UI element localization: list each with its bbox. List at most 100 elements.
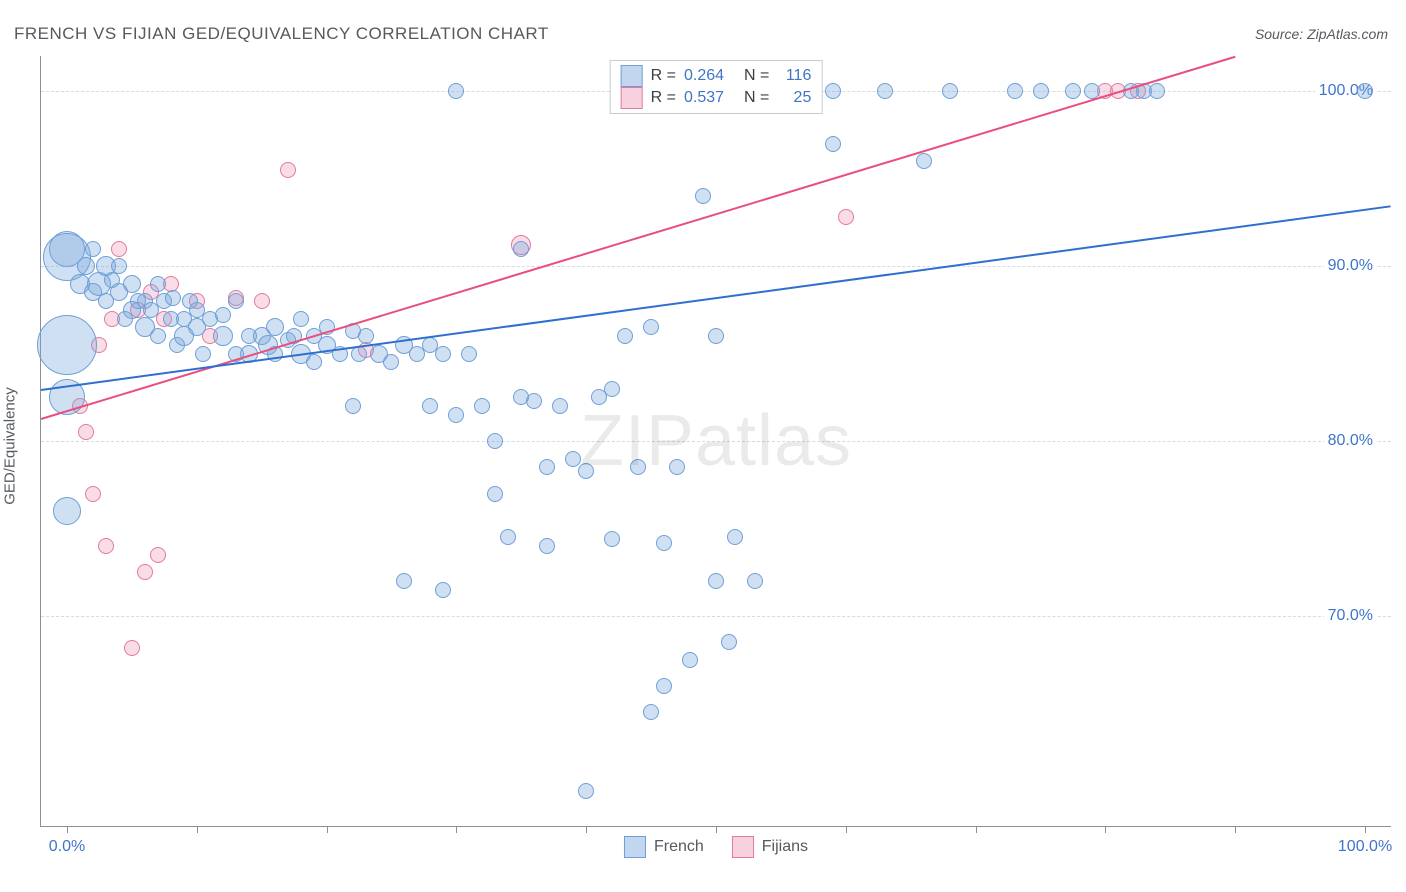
point-french <box>643 704 659 720</box>
point-french <box>165 290 181 306</box>
x-tick-label: 0.0% <box>49 838 85 856</box>
point-french <box>123 275 141 293</box>
point-fijians <box>137 564 153 580</box>
x-tick <box>1235 826 1236 833</box>
point-french <box>448 407 464 423</box>
legend-swatch <box>732 836 754 858</box>
point-fijians <box>150 547 166 563</box>
point-fijians <box>280 162 296 178</box>
point-french <box>435 346 451 362</box>
x-tick <box>327 826 328 833</box>
point-french <box>150 328 166 344</box>
r-label: R = <box>651 67 676 85</box>
legend-label: Fijians <box>762 838 808 856</box>
point-french <box>150 276 166 292</box>
y-axis-label: GED/Equivalency <box>2 387 19 505</box>
stats-legend-row: R = 0.537 N = 25 <box>621 87 812 109</box>
point-french <box>500 529 516 545</box>
x-tick <box>846 826 847 833</box>
point-french <box>539 459 555 475</box>
point-french <box>306 354 322 370</box>
point-french <box>708 573 724 589</box>
stats-legend: R = 0.264 N = 116 R = 0.537 N = 25 <box>610 60 823 114</box>
point-french <box>825 83 841 99</box>
point-french <box>877 83 893 99</box>
legend-label: French <box>654 838 704 856</box>
point-french <box>487 486 503 502</box>
r-value: 0.537 <box>684 89 736 107</box>
n-value: 116 <box>777 67 811 85</box>
plot-area: ZIPatlas R =0.264N =116R =0.537N =25 Fre… <box>40 56 1391 827</box>
point-french <box>435 582 451 598</box>
point-fijians <box>124 640 140 656</box>
point-french <box>474 398 490 414</box>
point-french <box>669 459 685 475</box>
point-french <box>617 328 633 344</box>
y-tick-label: 90.0% <box>1324 257 1377 275</box>
x-tick <box>197 826 198 833</box>
point-fijians <box>78 424 94 440</box>
x-tick <box>976 826 977 833</box>
r-value: 0.264 <box>684 67 736 85</box>
point-french <box>345 398 361 414</box>
point-french <box>195 346 211 362</box>
gridline-h <box>41 266 1391 267</box>
gridline-h <box>41 616 1391 617</box>
chart-title: FRENCH VS FIJIAN GED/EQUIVALENCY CORRELA… <box>14 24 549 44</box>
x-tick <box>67 826 68 833</box>
legend-swatch <box>621 87 643 109</box>
x-tick <box>1365 826 1366 833</box>
point-french <box>448 83 464 99</box>
x-tick <box>716 826 717 833</box>
point-french <box>513 241 529 257</box>
legend-item: Fijians <box>732 836 808 858</box>
point-french <box>604 381 620 397</box>
n-value: 25 <box>777 89 811 107</box>
point-french <box>695 188 711 204</box>
point-french <box>656 535 672 551</box>
point-french <box>526 393 542 409</box>
point-french <box>1065 83 1081 99</box>
point-fijians <box>98 538 114 554</box>
point-french <box>396 573 412 589</box>
point-french <box>383 354 399 370</box>
point-fijians <box>85 486 101 502</box>
x-tick <box>1105 826 1106 833</box>
point-french <box>916 153 932 169</box>
point-french <box>1033 83 1049 99</box>
n-label: N = <box>744 89 769 107</box>
point-french <box>228 293 244 309</box>
point-french <box>643 319 659 335</box>
point-french <box>721 634 737 650</box>
point-french <box>85 241 101 257</box>
point-french <box>578 463 594 479</box>
point-french <box>708 328 724 344</box>
point-french <box>578 783 594 799</box>
legend-swatch <box>621 65 643 87</box>
point-french <box>682 652 698 668</box>
legend-swatch <box>624 836 646 858</box>
source-label: Source: ZipAtlas.com <box>1255 26 1388 42</box>
point-french <box>942 83 958 99</box>
point-french <box>747 573 763 589</box>
stats-legend-row: R =0.264N =116 <box>621 65 812 87</box>
y-tick-label: 70.0% <box>1324 607 1377 625</box>
point-french <box>656 678 672 694</box>
y-tick-label: 80.0% <box>1324 432 1377 450</box>
point-french <box>358 328 374 344</box>
point-french <box>565 451 581 467</box>
point-french <box>487 433 503 449</box>
r-label: R = <box>651 89 676 107</box>
x-tick <box>456 826 457 833</box>
point-french <box>293 311 309 327</box>
point-french <box>461 346 477 362</box>
point-french <box>825 136 841 152</box>
point-fijians <box>838 209 854 225</box>
point-french <box>215 307 231 323</box>
point-french <box>1149 83 1165 99</box>
point-french <box>539 538 555 554</box>
point-french <box>1007 83 1023 99</box>
point-fijians <box>254 293 270 309</box>
point-french <box>37 315 97 375</box>
point-french <box>422 398 438 414</box>
